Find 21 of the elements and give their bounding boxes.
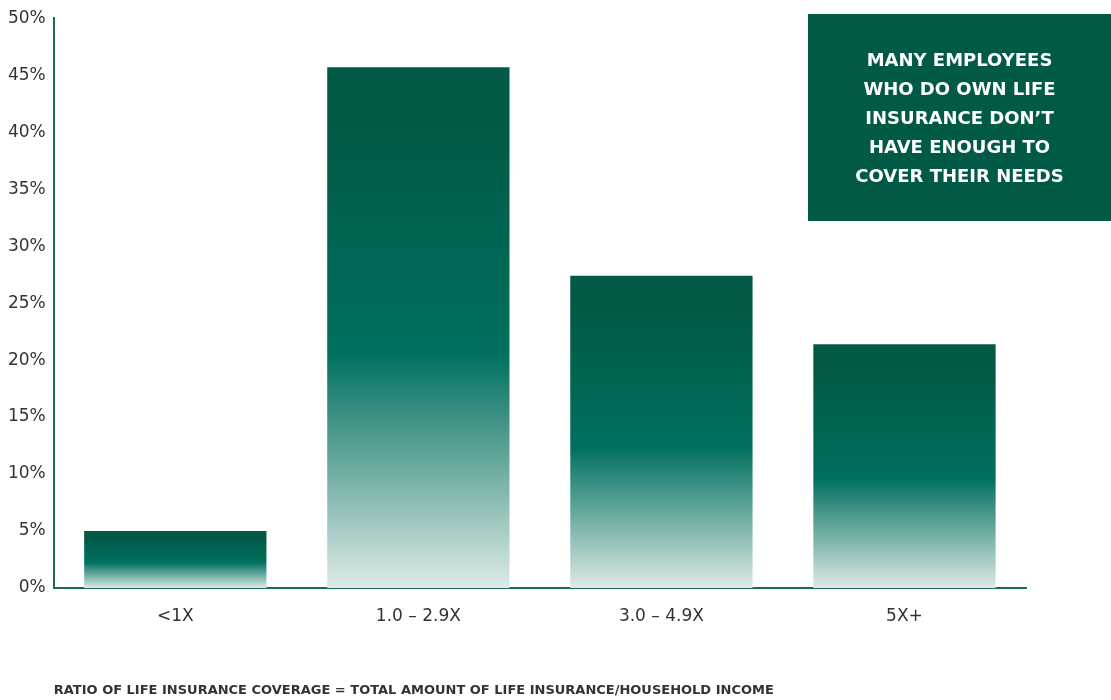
y-tick-label: 15% — [7, 405, 46, 426]
x-tick-label: 5X+ — [886, 604, 923, 625]
y-tick-label: 5% — [18, 519, 46, 540]
x-axis-title: RATIO OF LIFE INSURANCE COVERAGE = TOTAL AMOUNT OF LIFE INSURANCE/HOUSEHOLD INCOME — [53, 681, 774, 697]
bar — [813, 344, 996, 588]
bar — [570, 275, 753, 588]
y-tick-label: 35% — [7, 177, 46, 198]
x-tick-label: 1.0 – 2.9X — [375, 604, 462, 625]
y-tick-label: 50% — [7, 6, 46, 27]
x-tick-label: <1X — [156, 604, 195, 625]
y-tick-label: 40% — [7, 120, 46, 141]
y-tick-label: 10% — [7, 462, 46, 483]
x-tick-label: 3.0 – 4.9X — [618, 604, 705, 625]
bar — [327, 67, 510, 588]
y-tick-label: 25% — [7, 291, 46, 312]
y-tick-label: 20% — [7, 348, 46, 369]
y-tick-label: 45% — [7, 63, 46, 84]
bar — [84, 531, 267, 588]
y-tick-label: 0% — [18, 576, 46, 597]
y-tick-label: 30% — [7, 234, 46, 255]
callout-box: MANY EMPLOYEES WHO DO OWN LIFE INSURANCE DON’T HAVE ENOUGH TO COVER THEIR NEEDS — [808, 14, 1111, 221]
